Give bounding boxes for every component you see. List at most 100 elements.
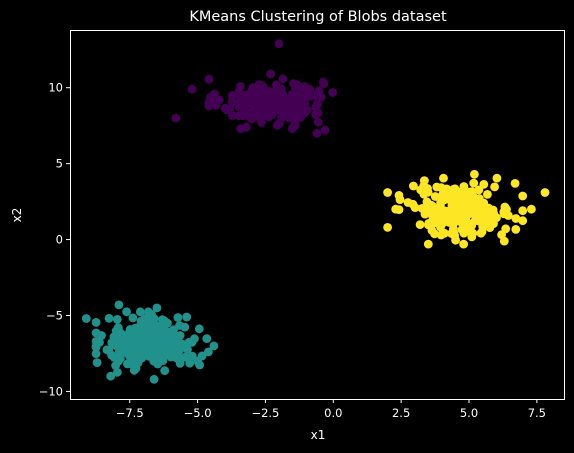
data-point: [291, 121, 300, 130]
data-point: [146, 323, 155, 332]
data-point: [173, 354, 182, 363]
data-point: [195, 324, 204, 333]
data-point: [172, 114, 181, 123]
x-tick-label: −7.5: [116, 406, 144, 420]
chart-title: KMeans Clustering of Blobs dataset: [189, 9, 447, 25]
data-point: [150, 375, 159, 384]
data-point: [470, 170, 479, 179]
data-point: [111, 361, 120, 370]
data-point: [260, 94, 269, 103]
data-point: [92, 329, 101, 338]
data-point: [247, 111, 256, 120]
x-tick-label: 7.5: [528, 406, 546, 420]
data-point: [284, 95, 293, 104]
data-point: [468, 229, 477, 238]
data-point: [117, 329, 126, 338]
data-point: [311, 110, 320, 119]
data-point: [171, 333, 180, 342]
data-point: [500, 210, 509, 219]
data-point: [113, 315, 122, 324]
data-point: [279, 74, 288, 83]
data-point: [419, 181, 428, 190]
data-point: [483, 190, 492, 199]
data-point: [518, 192, 527, 201]
data-point: [236, 82, 245, 91]
data-point: [313, 100, 322, 109]
data-point: [300, 82, 309, 91]
x-tick-label: 2.5: [392, 406, 410, 420]
data-point: [273, 121, 282, 130]
data-point: [182, 313, 191, 322]
data-point: [263, 87, 272, 96]
data-point: [490, 183, 499, 192]
data-point: [174, 313, 183, 322]
data-point: [141, 332, 150, 341]
data-point: [479, 215, 488, 224]
data-point: [442, 185, 451, 194]
data-point: [458, 225, 467, 234]
data-point: [493, 174, 502, 183]
data-point: [193, 357, 202, 366]
points-layer: [82, 39, 549, 383]
data-point: [128, 360, 137, 369]
data-point: [439, 174, 448, 183]
data-point: [141, 344, 150, 353]
y-axis: −10−50510: [39, 81, 70, 399]
data-point: [176, 345, 185, 354]
cluster-3: [383, 170, 549, 249]
data-point: [440, 229, 449, 238]
data-point: [424, 240, 433, 249]
data-point: [500, 237, 509, 246]
data-point: [152, 352, 161, 361]
data-point: [92, 318, 101, 327]
x-tick-label: −2.5: [251, 406, 279, 420]
data-point: [126, 325, 135, 334]
data-point: [461, 190, 470, 199]
data-point: [136, 307, 145, 316]
data-point: [153, 304, 162, 313]
data-point: [285, 109, 294, 118]
data-point: [295, 108, 304, 117]
data-point: [235, 111, 244, 120]
data-point: [92, 349, 101, 358]
y-tick-label: 0: [56, 233, 63, 247]
data-point: [257, 115, 266, 124]
data-point: [185, 359, 194, 368]
data-point: [249, 83, 258, 92]
data-point: [204, 348, 213, 357]
data-point: [462, 215, 471, 224]
data-point: [383, 223, 392, 232]
data-point: [303, 106, 312, 115]
y-tick-label: 5: [56, 157, 63, 171]
data-point: [460, 182, 469, 191]
y-tick-label: −5: [46, 308, 63, 322]
data-point: [132, 339, 141, 348]
data-point: [122, 340, 131, 349]
data-point: [106, 372, 115, 381]
data-point: [383, 188, 392, 197]
data-point: [512, 214, 521, 223]
data-point: [420, 190, 429, 199]
data-point: [511, 179, 520, 188]
data-point: [313, 129, 322, 138]
data-point: [122, 307, 131, 316]
data-point: [411, 203, 420, 212]
data-point: [416, 220, 425, 229]
data-point: [275, 39, 284, 48]
data-point: [159, 318, 168, 327]
data-point: [511, 225, 520, 234]
data-point: [215, 96, 224, 105]
y-tick-label: −10: [39, 384, 63, 398]
data-point: [527, 205, 536, 214]
data-point: [242, 123, 251, 132]
data-point: [226, 105, 235, 114]
data-point: [292, 95, 301, 104]
data-point: [436, 196, 445, 205]
data-point: [188, 338, 197, 347]
data-point: [321, 126, 330, 135]
data-point: [275, 95, 284, 104]
data-point: [541, 188, 550, 197]
x-axis: −7.5 −5.0 −2.5 0.0 2.5 5.0 7.5: [116, 399, 546, 420]
data-point: [459, 240, 468, 249]
